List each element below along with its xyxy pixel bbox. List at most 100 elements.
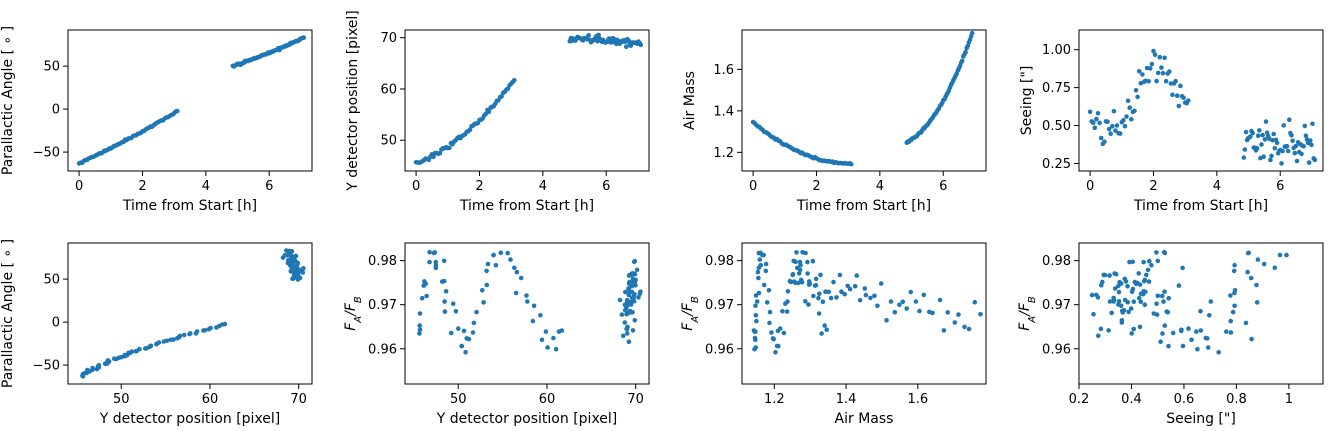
data-point: [756, 265, 762, 271]
data-point: [1242, 147, 1248, 152]
x-axis-label: Time from Start [h]: [796, 198, 931, 214]
data-point: [794, 250, 799, 255]
data-point: [913, 299, 919, 304]
scatter-points: [750, 30, 975, 167]
data-point: [442, 309, 448, 314]
data-point: [1094, 116, 1099, 122]
data-point: [433, 259, 439, 265]
data-point: [485, 261, 491, 267]
y-axis-label: Seeing ["]: [1019, 66, 1035, 136]
data-point: [956, 312, 961, 317]
data-point: [816, 311, 822, 316]
data-point: [1195, 346, 1200, 352]
data-point: [499, 94, 504, 99]
data-point: [1141, 259, 1146, 265]
data-point: [1268, 157, 1273, 163]
data-point: [1108, 131, 1113, 136]
data-point: [1122, 123, 1128, 129]
data-point: [1277, 252, 1283, 258]
data-point: [301, 35, 307, 40]
data-point: [629, 283, 635, 289]
data-point: [1250, 130, 1255, 136]
data-point: [1129, 117, 1134, 122]
data-point: [1162, 323, 1168, 328]
y-tick-label: 1.4: [713, 104, 734, 119]
data-point: [1099, 283, 1104, 288]
data-point: [1130, 286, 1136, 292]
x-tick-label: 2: [138, 179, 146, 194]
data-point: [1230, 309, 1236, 315]
data-point: [441, 258, 447, 264]
data-point: [543, 329, 549, 334]
data-point: [1232, 290, 1237, 296]
data-point: [884, 318, 889, 323]
data-point: [764, 300, 770, 305]
data-point: [1121, 118, 1126, 123]
data-point: [1181, 95, 1186, 100]
data-point: [1310, 121, 1315, 127]
data-point: [626, 38, 631, 43]
data-point: [1130, 259, 1135, 265]
data-point: [1118, 281, 1124, 286]
data-point: [194, 329, 200, 334]
data-point: [1162, 289, 1167, 295]
data-point: [634, 267, 640, 273]
data-point: [1146, 79, 1151, 84]
data-point: [1151, 48, 1156, 54]
x-tick-label: 6: [602, 179, 610, 194]
data-point: [816, 295, 821, 301]
x-axis-label: Y detector position [pixel]: [436, 411, 618, 427]
data-point: [422, 279, 427, 284]
data-point: [761, 282, 767, 288]
data-point: [755, 269, 761, 275]
data-point: [904, 306, 909, 311]
y-tick-label: 0: [52, 103, 60, 118]
x-tick-label: 6: [939, 179, 947, 194]
data-point: [202, 328, 208, 333]
data-point: [1180, 343, 1186, 349]
data-point: [1138, 299, 1144, 305]
data-point: [1271, 131, 1276, 137]
data-point: [837, 272, 843, 278]
data-point: [1161, 299, 1166, 304]
data-point: [1146, 279, 1152, 284]
data-point: [756, 250, 762, 256]
data-point: [85, 367, 90, 373]
data-point: [624, 311, 629, 317]
data-point: [754, 299, 760, 304]
data-point: [1287, 117, 1292, 122]
data-point: [1263, 119, 1269, 124]
x-tick-label: 2: [475, 179, 483, 194]
y-axis-label: FA/FB: [680, 296, 701, 331]
x-tick-label: 4: [539, 179, 547, 194]
data-point: [1159, 293, 1165, 299]
data-point: [463, 350, 468, 355]
data-point: [530, 318, 536, 324]
axes-frame: [1078, 242, 1324, 385]
data-point: [553, 346, 559, 352]
data-point: [626, 281, 632, 286]
data-point: [1111, 299, 1116, 304]
data-point: [1107, 273, 1112, 278]
data-point: [1155, 70, 1161, 76]
data-point: [1254, 300, 1260, 305]
data-point: [525, 299, 530, 304]
data-point: [1126, 309, 1131, 315]
data-point: [623, 289, 628, 295]
data-point: [819, 331, 824, 336]
data-point: [753, 293, 759, 298]
data-point: [137, 346, 142, 352]
axes-frame: [1078, 29, 1324, 172]
data-point: [1098, 326, 1104, 332]
subplot-6: 50 60 70 0.96 0.97 0.98 Y detector position [p…: [343, 242, 650, 427]
data-point: [1308, 138, 1313, 143]
data-point: [1294, 158, 1300, 164]
axes-frame: [404, 242, 650, 385]
x-tick-label: 4: [876, 179, 884, 194]
data-point: [626, 273, 632, 278]
data-point: [1160, 331, 1165, 336]
data-point: [632, 258, 638, 264]
subplot-3: 0 2 4 6 1.2 1.4 1.6 Time from Start [h] Air Mass: [682, 29, 987, 214]
data-point: [559, 328, 565, 333]
data-point: [586, 33, 591, 38]
